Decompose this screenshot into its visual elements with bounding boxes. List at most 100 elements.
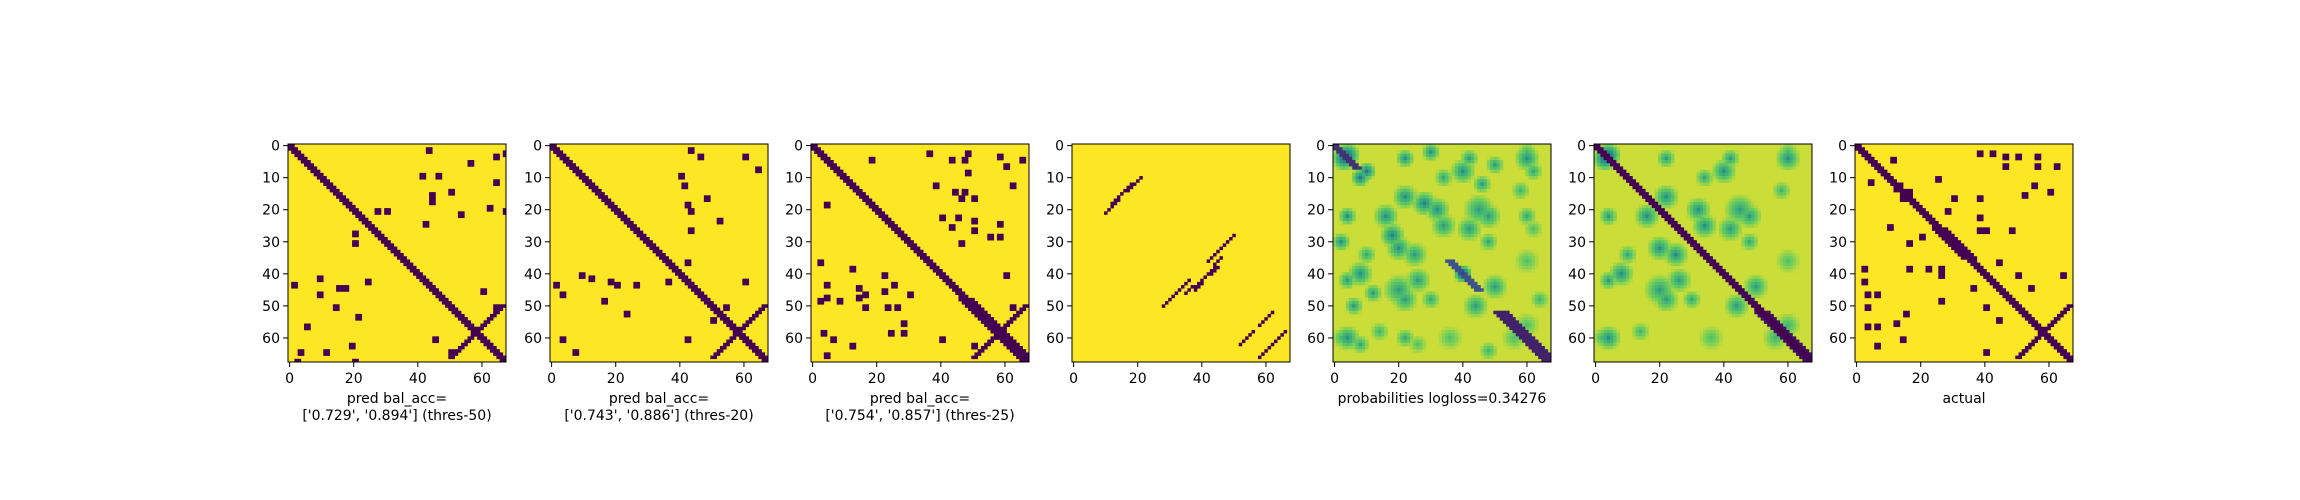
heatmap-cell — [1400, 301, 1404, 305]
heatmap-cell — [1528, 342, 1533, 347]
heatmap-cell — [1648, 211, 1653, 215]
y-tick-label: 10 — [1307, 171, 1325, 187]
heatmap-cell — [684, 278, 689, 283]
heatmap-cell — [1458, 230, 1462, 235]
heatmap-cell — [1654, 214, 1659, 219]
heatmap-cell — [1019, 358, 1023, 363]
heatmap-cell — [1445, 326, 1449, 331]
heatmap-cell — [1980, 269, 1984, 273]
heatmap-cell — [1735, 211, 1739, 215]
heatmap-cell — [1751, 281, 1755, 286]
heatmap-cell — [1915, 208, 1920, 212]
heatmap-cell — [1355, 310, 1359, 315]
heatmap-cell — [1525, 256, 1529, 260]
heatmap-cell — [1951, 236, 1955, 241]
heatmap-cell — [1480, 246, 1484, 251]
heatmap-cell — [352, 208, 356, 212]
heatmap-cell — [1009, 182, 1014, 186]
heatmap-cell — [1361, 272, 1366, 276]
heatmap-cell — [1216, 265, 1220, 270]
x-tick-label: 0 — [1591, 371, 1600, 387]
heatmap-cell — [1397, 297, 1401, 302]
heatmap-cell — [1403, 256, 1408, 260]
heatmap-cell — [1667, 204, 1672, 209]
heatmap-cell — [881, 211, 886, 215]
heatmap-cell — [939, 339, 943, 344]
heatmap-cell — [855, 185, 860, 190]
heatmap-cell — [1470, 214, 1475, 219]
heatmap-cell — [1744, 243, 1749, 247]
heatmap-cell — [1674, 246, 1678, 251]
heatmap-cell — [1470, 211, 1475, 215]
heatmap-cell — [811, 144, 815, 148]
y-tick-label: 10 — [524, 171, 542, 187]
heatmap-cell — [1938, 230, 1942, 235]
heatmap-cell — [1642, 220, 1646, 225]
heatmap-cell — [1531, 294, 1536, 299]
heatmap-cell — [952, 281, 956, 286]
heatmap-cell — [1792, 313, 1797, 318]
heatmap-cell — [1345, 246, 1350, 251]
heatmap-cell — [1670, 153, 1675, 158]
heatmap-cell — [1600, 329, 1604, 334]
heatmap-cell — [1661, 281, 1665, 286]
heatmap-cell — [755, 166, 759, 170]
heatmap-cell — [1502, 329, 1507, 334]
heatmap-cell — [1983, 227, 1987, 231]
y-tick-label: 60 — [785, 331, 803, 347]
heatmap-cell — [1855, 147, 1859, 151]
heatmap-cell — [1941, 297, 1946, 302]
heatmap-cell — [575, 166, 580, 170]
heatmap-cell — [393, 253, 398, 257]
heatmap-cell — [1531, 166, 1536, 170]
y-tick-label: 10 — [785, 171, 803, 187]
heatmap-cell — [304, 323, 308, 328]
heatmap-cell — [1531, 256, 1536, 260]
heatmap-cell — [1706, 253, 1710, 257]
heatmap-cell — [1480, 204, 1484, 209]
heatmap-cell — [377, 236, 382, 241]
heatmap-cell — [1352, 342, 1356, 347]
heatmap-cell — [294, 147, 298, 151]
heatmap-cell — [326, 179, 330, 183]
heatmap-cell — [1384, 336, 1388, 340]
heatmap-cell — [1706, 339, 1710, 344]
heatmap-cell — [719, 310, 724, 315]
heatmap-cell — [1442, 227, 1446, 231]
heatmap-cell — [1429, 204, 1433, 209]
heatmap-cell — [1397, 156, 1401, 161]
heatmap-cell — [1683, 275, 1688, 279]
heatmap-cell — [1773, 192, 1778, 196]
heatmap-cell — [1352, 326, 1356, 331]
heatmap-cell — [823, 294, 828, 299]
heatmap-cell — [2008, 297, 2013, 302]
heatmap-cell — [1480, 342, 1484, 347]
heatmap-cell — [1645, 294, 1649, 299]
heatmap-cell — [1600, 153, 1604, 158]
heatmap-cell — [1474, 307, 1478, 312]
heatmap-cell — [903, 323, 908, 328]
heatmap-cell — [1435, 169, 1440, 174]
heatmap-cell — [1722, 156, 1726, 161]
heatmap-cell — [1741, 246, 1745, 251]
heatmap-cell — [1594, 163, 1598, 167]
heatmap-cell — [1594, 156, 1598, 161]
heatmap-cell — [1406, 150, 1411, 154]
heatmap-cell — [1980, 195, 1984, 199]
heatmap-cell — [1651, 249, 1656, 254]
heatmap-cell — [1358, 336, 1363, 340]
heatmap-cell — [1339, 243, 1343, 247]
heatmap-cell — [1779, 336, 1784, 340]
heatmap-cell — [961, 198, 966, 203]
heatmap-cell — [1792, 262, 1797, 267]
heatmap-cell — [1864, 269, 1869, 273]
heatmap-cell — [438, 294, 443, 299]
heatmap-cell — [1406, 240, 1411, 244]
heatmap-cell — [1104, 211, 1108, 215]
heatmap-cell — [1626, 176, 1630, 180]
heatmap-cell — [887, 224, 892, 228]
heatmap-cell — [1741, 211, 1745, 215]
heatmap-cell — [457, 310, 462, 315]
heatmap-cell — [1703, 220, 1707, 225]
heatmap-cell — [1518, 163, 1523, 167]
